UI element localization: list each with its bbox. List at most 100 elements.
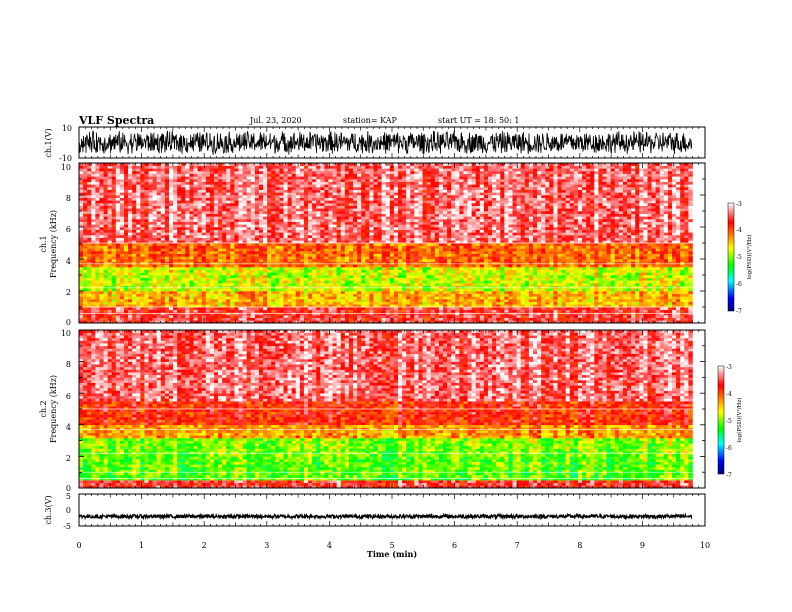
ch1-spectrogram-cell bbox=[79, 240, 84, 244]
ch1-spectrogram-cell bbox=[398, 291, 403, 294]
ch1-spectrogram-cell bbox=[254, 253, 260, 257]
ch1-spectrogram-cell bbox=[152, 224, 158, 228]
ch1-spectrogram-cell bbox=[103, 240, 108, 244]
ch1-spectrogram-cell bbox=[242, 232, 247, 236]
ch1-spectrogram-cell bbox=[79, 245, 84, 249]
ch1-spectrogram-cell bbox=[123, 176, 129, 180]
ch1-spectrogram-cell bbox=[197, 189, 202, 193]
ch1-spectrogram-cell bbox=[410, 195, 415, 198]
ch1-spectrogram-cell bbox=[234, 291, 239, 294]
ch1-spectrogram-cell bbox=[373, 187, 378, 190]
ch1-spectrogram-cell bbox=[254, 176, 260, 180]
ch1-spectrogram-cell bbox=[402, 275, 407, 278]
ch1-spectrogram-cell bbox=[291, 229, 297, 233]
ch1-spectrogram-cell bbox=[369, 293, 374, 297]
ch1-spectrogram-cell bbox=[291, 307, 297, 310]
ch1-spectrogram-cell bbox=[156, 240, 162, 244]
ch1-spectrogram-cell bbox=[365, 237, 370, 241]
ch1-spectrogram-cell bbox=[152, 211, 158, 214]
ch1-spectrogram-cell bbox=[99, 187, 104, 190]
ch1-spectrogram-cell bbox=[160, 205, 166, 209]
ch1-spectrogram-cell bbox=[79, 253, 84, 257]
ch1-spectrogram-cell bbox=[410, 264, 415, 268]
ch1-spectrogram-cell bbox=[103, 205, 108, 209]
ch1-spectrogram-cell bbox=[181, 283, 186, 286]
ch1-spectrogram-cell bbox=[95, 283, 100, 286]
ch1-spectrogram-cell bbox=[238, 304, 243, 308]
ch1-spectrogram-cell bbox=[132, 307, 137, 310]
ch1-spectrogram-cell bbox=[197, 277, 202, 281]
ch1-spectrogram-cell bbox=[406, 277, 411, 281]
ch1-spectrogram-cell bbox=[222, 227, 227, 230]
ch1-spectrogram-cell bbox=[246, 168, 252, 172]
ch1-spectrogram-cell bbox=[242, 288, 247, 292]
ch1-spectrogram-cell bbox=[111, 272, 117, 276]
ch1-spectrogram-cell bbox=[340, 304, 346, 308]
ch1-spectrogram-cell bbox=[103, 200, 108, 204]
ch1-spectrogram-cell bbox=[271, 304, 276, 308]
ch1-spectrogram-cell bbox=[234, 224, 239, 228]
ch1-spectrogram-cell bbox=[87, 256, 92, 260]
ch1-spectrogram-cell bbox=[308, 253, 313, 257]
ch1-spectrogram-cell bbox=[156, 173, 162, 177]
ch1-spectrogram-cell bbox=[295, 293, 301, 297]
ch1-spectrogram-cell bbox=[238, 165, 243, 169]
ch1-spectrogram-cell bbox=[136, 272, 141, 276]
ch1-spectrogram-cell bbox=[324, 176, 329, 180]
ch1-spectrogram-cell bbox=[258, 312, 264, 316]
ch1-spectrogram-cell bbox=[336, 224, 342, 228]
ch1-spectrogram-cell bbox=[320, 293, 325, 297]
ch1-spectrogram-cell bbox=[291, 283, 297, 286]
ch1-spectrogram-cell bbox=[222, 256, 227, 260]
ch1-spectrogram-cell bbox=[189, 219, 194, 222]
ch1-spectrogram-cell bbox=[267, 216, 272, 220]
ch1-spectrogram-cell bbox=[283, 243, 288, 246]
ch1-spectrogram-cell bbox=[287, 299, 292, 302]
ch1-spectrogram-cell bbox=[254, 205, 260, 209]
ch1-spectrogram-cell bbox=[357, 296, 362, 300]
ch1-spectrogram-cell bbox=[393, 229, 399, 233]
ch1-spectrogram-cell bbox=[406, 269, 411, 273]
ch1-spectrogram-cell bbox=[263, 296, 268, 300]
ch1-spectrogram-cell bbox=[365, 189, 370, 193]
ch1-spectrogram-cell bbox=[132, 163, 137, 166]
ch1-spectrogram-cell bbox=[136, 171, 141, 174]
ch1-spectrogram-cell bbox=[303, 243, 309, 246]
ch1-spectrogram-cell bbox=[365, 165, 370, 169]
ch1-spectrogram-cell bbox=[119, 216, 125, 220]
ch1-spectrogram-cell bbox=[132, 213, 137, 217]
ch1-spectrogram-cell bbox=[140, 269, 145, 273]
ch1-spectrogram-cell bbox=[144, 267, 149, 270]
ch1-spectrogram-cell bbox=[258, 171, 264, 174]
ch1-spectrogram-cell bbox=[201, 200, 207, 204]
ch1-spectrogram-cell bbox=[99, 320, 104, 324]
ch1-spectrogram-cell bbox=[279, 205, 284, 209]
ch1-spectrogram-cell bbox=[119, 240, 125, 244]
ch1-spectrogram-cell bbox=[181, 315, 186, 318]
ch1-spectrogram-cell bbox=[267, 168, 272, 172]
ch1-spectrogram-cell bbox=[377, 216, 382, 220]
ch1-spectrogram-cell bbox=[238, 251, 243, 254]
ch1-spectrogram-cell bbox=[140, 163, 145, 166]
ch1-spectrogram-cell bbox=[193, 248, 198, 252]
ch1-spectrogram-cell bbox=[201, 264, 207, 268]
ch1-spectrogram-cell bbox=[258, 176, 264, 180]
ch1-spectrogram-cell bbox=[316, 187, 321, 190]
ch1-spectrogram-cell bbox=[320, 259, 325, 262]
ch1-spectrogram-cell bbox=[189, 299, 194, 302]
ch1-spectrogram-cell bbox=[418, 304, 423, 308]
ch1-spectrogram-cell bbox=[336, 280, 342, 284]
ch1-spectrogram-cell bbox=[99, 181, 104, 185]
ch1-spectrogram-cell bbox=[115, 179, 121, 182]
ch1-spectrogram-cell bbox=[83, 280, 88, 284]
ch1-spectrogram-cell bbox=[353, 179, 358, 182]
ch1-spectrogram-cell bbox=[336, 301, 342, 305]
ch1-spectrogram-cell bbox=[140, 261, 145, 265]
ch1-spectrogram-cell bbox=[398, 253, 403, 257]
ch1-spectrogram-cell bbox=[87, 299, 92, 302]
ch1-spectrogram-cell bbox=[209, 264, 215, 268]
ch1-spectrogram-cell bbox=[209, 280, 215, 284]
ch1-spectrogram-cell bbox=[119, 299, 125, 302]
ch1-spectrogram-cell bbox=[258, 179, 264, 182]
ch1-spectrogram-cell bbox=[332, 232, 337, 236]
